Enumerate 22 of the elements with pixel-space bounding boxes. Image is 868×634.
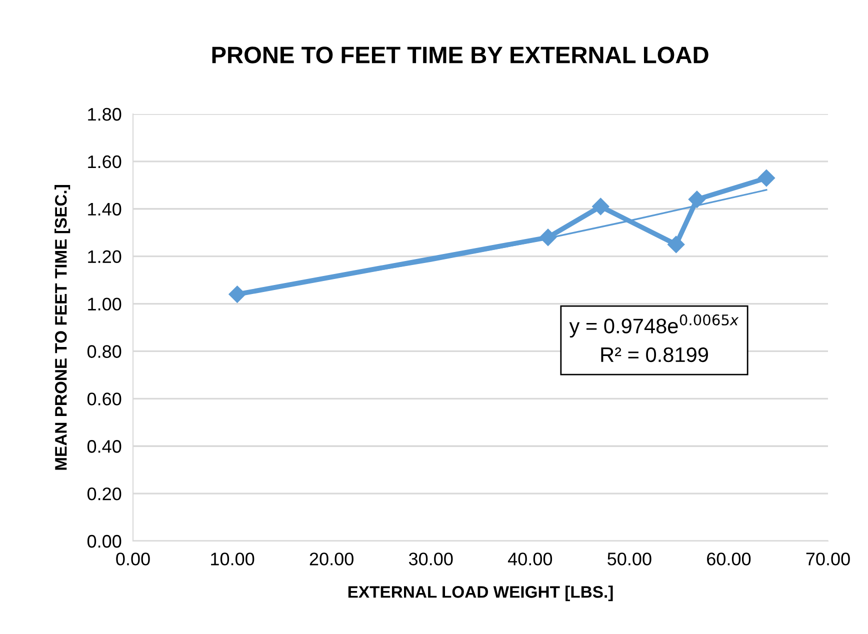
y-tick-label: 0.00 bbox=[87, 534, 122, 548]
y-tick-label: 1.00 bbox=[88, 298, 122, 310]
y-axis-title: MEAN PRONE TO FEET TIME [SEC.] bbox=[54, 185, 70, 470]
y-tick-label: 0.40 bbox=[87, 440, 122, 453]
x-tick-label: 30.00 bbox=[408, 552, 453, 566]
x-tick-label: 20.00 bbox=[310, 552, 354, 566]
y-tick-label: 0.60 bbox=[87, 392, 122, 406]
y-tick-label: 1.40 bbox=[88, 202, 122, 216]
x-tick-label: 70.00 bbox=[806, 552, 850, 566]
x-tick-label: 0.00 bbox=[116, 552, 150, 566]
x-tick-label: 40.00 bbox=[508, 552, 552, 566]
x-axis-title: EXTERNAL LOAD WEIGHT [LBS.] bbox=[348, 586, 613, 602]
y-tick-label: 0.80 bbox=[87, 345, 122, 358]
y-tick-label: 1.60 bbox=[88, 155, 122, 168]
chart-title: PRONE TO FEET TIME BY EXTERNAL LOAD bbox=[212, 46, 708, 64]
text: y = 0.9748e$^{0.0065x}$ R² = 0.8199 bbox=[569, 314, 739, 362]
x-tick-label: 10.00 bbox=[211, 552, 254, 566]
y-tick-label: 1.80 bbox=[88, 108, 122, 121]
y-tick-label: 0.20 bbox=[87, 487, 122, 500]
y-tick-label: 1.20 bbox=[88, 250, 122, 264]
x-tick-label: 50.00 bbox=[608, 552, 652, 566]
x-tick-label: 60.00 bbox=[707, 552, 751, 566]
